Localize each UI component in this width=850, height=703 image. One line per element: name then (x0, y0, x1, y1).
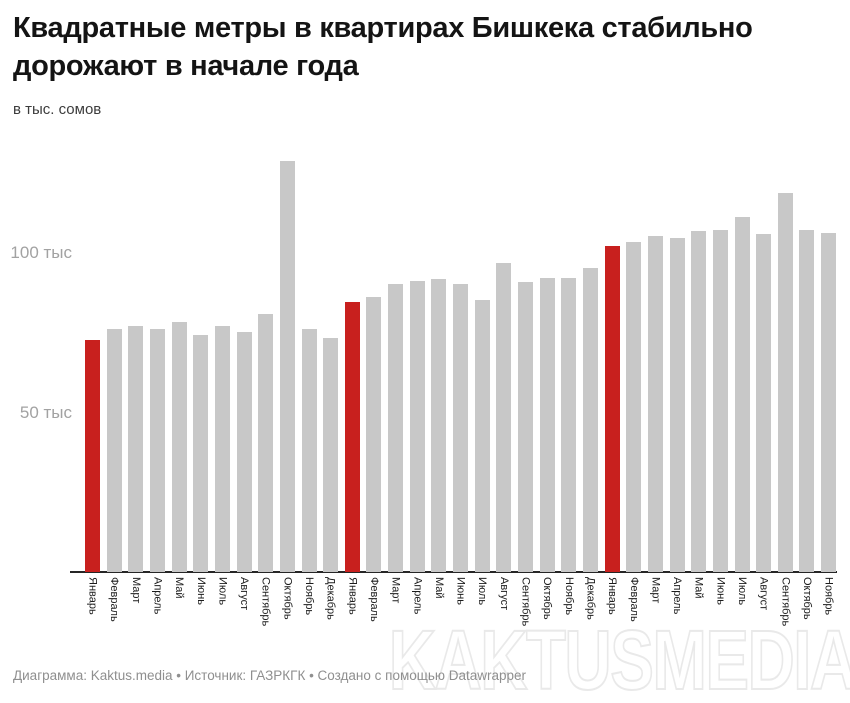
x-tick-label: Сентябрь (779, 577, 792, 627)
x-tick-label: Сентябрь (259, 577, 272, 627)
x-tick-label: Май (432, 577, 445, 599)
bar-17-май[interactable] (431, 279, 447, 572)
y-tick-label: 50 тыс (19, 403, 72, 422)
credit-line: Диаграмма: Kaktus.media • Источник: ГАЗР… (13, 668, 527, 683)
bar-23-ноябрь[interactable] (561, 278, 577, 572)
x-tick-label: Январь (606, 577, 619, 615)
bar-11-ноябрь[interactable] (301, 329, 317, 572)
x-tick-label: Ноябрь (303, 577, 315, 616)
bar-27-март[interactable] (647, 236, 663, 572)
bar-12-декабрь[interactable] (323, 338, 339, 572)
x-tick-label: Август (757, 577, 770, 611)
x-tick-label: Июль (736, 577, 748, 606)
kaktusmedia-watermark: KAKTUSMEDIA (388, 612, 850, 703)
x-tick-label: Апрель (411, 577, 424, 615)
x-tick-label: Март (649, 577, 662, 604)
bar-30-июнь[interactable] (712, 230, 728, 572)
x-tick-label: Ноябрь (562, 577, 575, 616)
x-tick-label: Октябрь (541, 577, 554, 620)
bar-22-октябрь[interactable] (539, 278, 555, 572)
x-tick-label: Июнь (194, 577, 207, 605)
bar-2-февраль[interactable] (106, 329, 122, 572)
bar-21-сентябрь[interactable] (518, 282, 533, 572)
x-tick-label: Март (389, 577, 402, 604)
x-axis-line (70, 571, 837, 573)
bar-15-март[interactable] (388, 284, 404, 572)
bar-10-октябрь[interactable] (279, 161, 295, 572)
bar-8-август[interactable] (236, 332, 252, 572)
x-tick-label: Сентябрь (519, 577, 532, 627)
x-tick-label: Август (497, 577, 510, 611)
bar-16-апрель[interactable] (409, 281, 425, 572)
x-tick-label: Декабрь (584, 577, 597, 620)
bar-19-июль[interactable] (474, 300, 490, 572)
bar-3-март[interactable] (128, 326, 144, 572)
bar-5-май[interactable] (171, 322, 187, 572)
x-tick-label: Май (692, 577, 705, 599)
bar-7-июль[interactable] (214, 326, 230, 572)
bar-9-сентябрь[interactable] (258, 314, 274, 572)
chart-title: Квадратные метры в квартирах Бишкека ста… (13, 12, 753, 82)
x-tick-label: Август (238, 577, 250, 611)
bar-24-декабрь[interactable] (583, 268, 598, 572)
x-tick-label: Октябрь (281, 577, 294, 620)
x-tick-label: Июль (216, 577, 229, 606)
x-tick-label: Ноябрь (822, 577, 835, 616)
bar-13-январь[interactable] (344, 302, 360, 572)
bar-29-май[interactable] (691, 231, 707, 572)
x-tick-label: Январь (86, 577, 99, 615)
x-tick-label: Январь (346, 577, 359, 615)
bar-34-октябрь[interactable] (799, 230, 815, 572)
x-tick-label: Декабрь (324, 577, 337, 620)
bar-28-апрель[interactable] (669, 238, 685, 572)
bar-25-январь[interactable] (604, 246, 620, 572)
bar-26-февраль[interactable] (626, 242, 642, 572)
bar-4-апрель[interactable] (149, 329, 165, 572)
x-tick-label: Июнь (714, 577, 727, 605)
x-tick-label: Май (173, 577, 186, 599)
chart-subtitle: в тыс. сомов (13, 101, 102, 118)
y-tick-label: 100 тыс (10, 243, 72, 262)
bar-18-июнь[interactable] (453, 284, 468, 572)
x-tick-label: Октябрь (800, 577, 813, 620)
x-tick-label: Июль (476, 577, 489, 606)
bar-6-июнь[interactable] (193, 335, 209, 572)
bar-32-август[interactable] (756, 234, 772, 572)
bar-1-январь[interactable] (85, 340, 100, 572)
bar-31-июль[interactable] (734, 217, 750, 572)
x-tick-label: Июнь (454, 577, 467, 605)
bar-35-ноябрь[interactable] (821, 233, 837, 572)
x-tick-label: Апрель (151, 577, 164, 615)
x-tick-label: Апрель (671, 577, 683, 615)
x-tick-label: Февраль (367, 577, 380, 622)
x-tick-label: Февраль (108, 577, 121, 622)
bar-33-сентябрь[interactable] (777, 193, 793, 572)
bar-20-август[interactable] (496, 263, 512, 572)
bar-14-февраль[interactable] (366, 297, 382, 572)
x-tick-label: Февраль (627, 577, 640, 622)
x-tick-label: Март (129, 577, 142, 604)
